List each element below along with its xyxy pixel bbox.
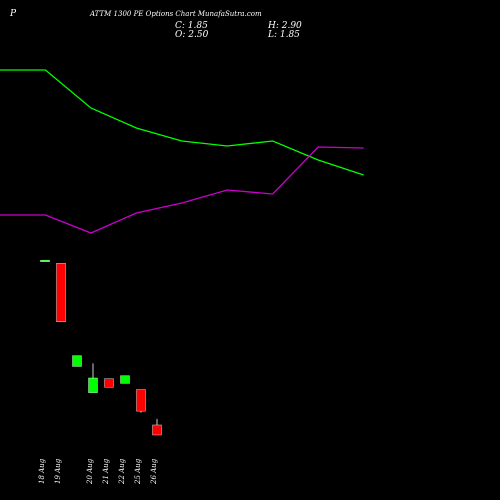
x-tick-label: 19 Aug (54, 458, 62, 484)
candle-body (72, 355, 82, 367)
symbol: P (9, 9, 17, 19)
low-label: L: 1.85 (267, 30, 300, 40)
candle-body (152, 424, 162, 436)
x-tick-label: 25 Aug (134, 458, 142, 485)
candle-body (40, 259, 50, 262)
candle-body (136, 389, 146, 412)
chart-title: ATTM 1300 PE Options Chart MunafaSutra.c… (89, 10, 262, 18)
candle-body (56, 263, 66, 322)
candle-body (104, 378, 114, 388)
x-tick-label: 20 Aug (86, 458, 94, 485)
x-tick-label: 21 Aug (102, 458, 110, 485)
high-label: H: 2.90 (267, 21, 302, 31)
candle-body (88, 377, 98, 393)
indicator-line (0, 69, 364, 176)
candle-body (120, 375, 130, 384)
indicator-line (0, 146, 364, 234)
x-tick-label: 26 Aug (150, 458, 158, 485)
x-tick-label: 22 Aug (118, 458, 126, 485)
x-tick-label: 18 Aug (38, 458, 46, 484)
close-label: C: 1.85 (175, 21, 208, 31)
open-label: O: 2.50 (175, 30, 209, 40)
